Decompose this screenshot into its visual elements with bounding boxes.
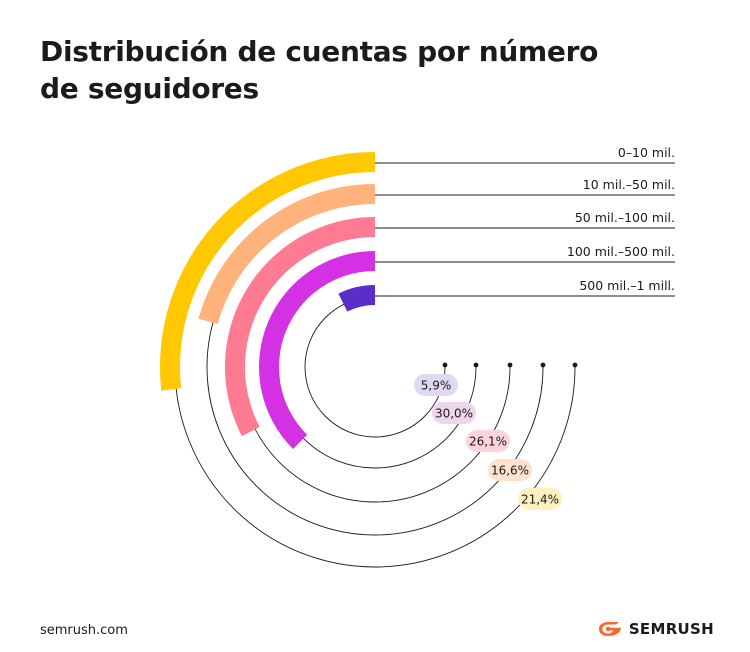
guide-circle [304,296,446,438]
series-label: 500 mil.–1 mill. [579,278,675,293]
semrush-flame-icon [598,622,621,636]
chart-title: Distribución de cuentas por número de se… [40,33,640,107]
series-bar [338,285,375,312]
series-label: 50 mil.–100 mil. [575,210,675,225]
value-pill [432,402,476,424]
guide-dot [442,362,448,368]
value-label: 26,1% [469,435,507,449]
value-label: 30,0% [435,407,473,421]
guide-dot [473,362,479,368]
guide-dot [572,362,578,368]
series-label: 100 mil.–500 mil. [567,244,675,259]
series-label: 10 mil.–50 mil. [583,177,675,192]
chart-title-line-1: Distribución de cuentas por número [40,35,599,68]
semrush-logo: SEMRUSH [597,620,714,638]
guide-dot [507,362,513,368]
value-pill [466,430,510,452]
brand-name: SEMRUSH [628,620,714,638]
value-pill [518,488,562,510]
value-label: 5,9% [421,379,452,393]
value-label: 21,4% [521,493,559,507]
series-bar [198,184,375,324]
series-bar [259,251,375,450]
guide-dot [540,362,546,368]
series-bar [224,217,375,437]
value-label: 16,6% [491,464,529,478]
series-bar [160,152,375,391]
series-label: 0–10 mil. [618,145,675,160]
value-pill [414,374,458,396]
source-url: semrush.com [40,623,128,638]
chart-title-line-2: de seguidores [40,72,259,105]
value-pill [488,459,532,481]
